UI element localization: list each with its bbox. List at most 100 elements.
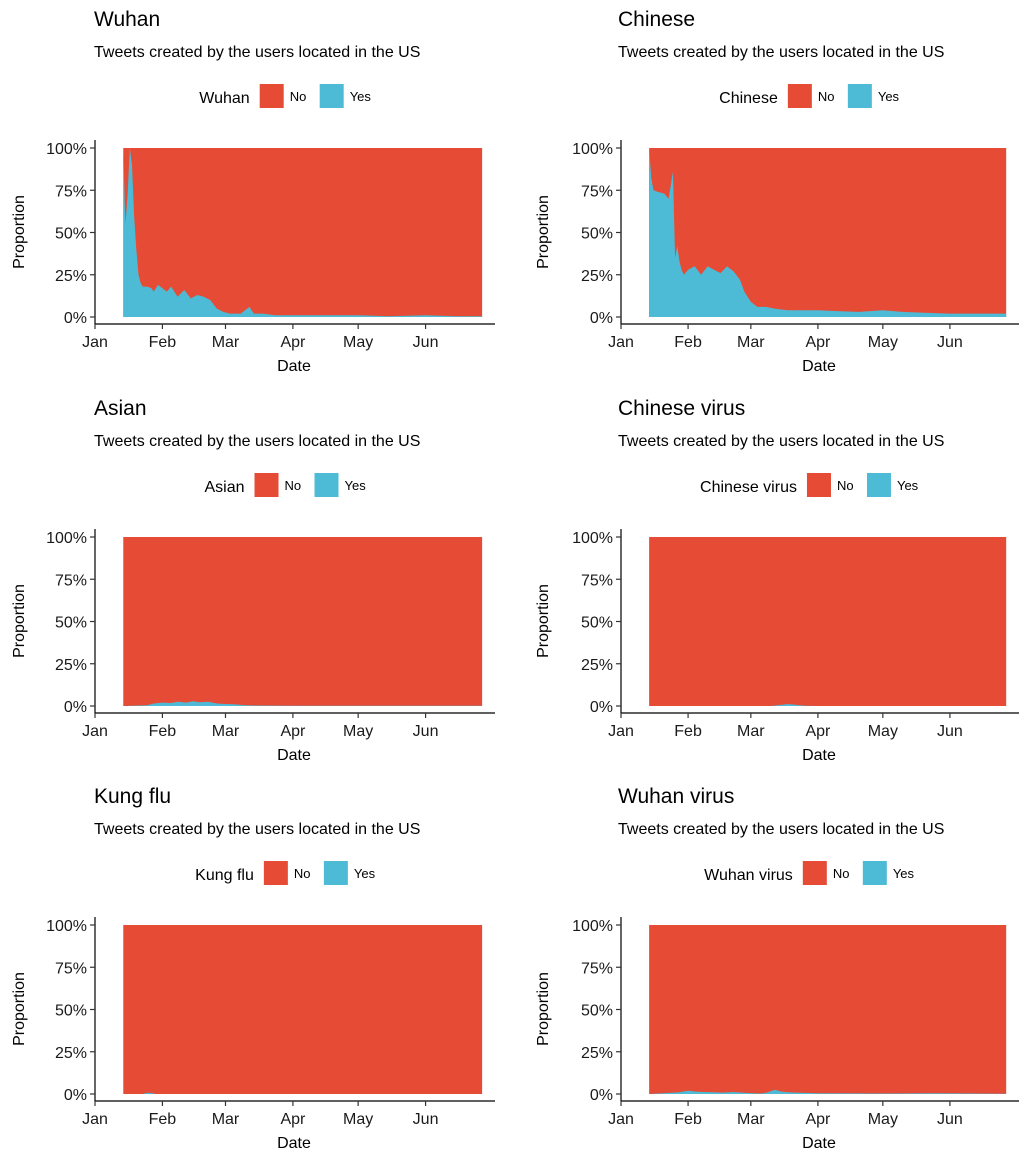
y-tick-label: 0%	[64, 1087, 87, 1104]
legend-label-yes: Yes	[350, 89, 372, 104]
y-axis-title: Proportion	[535, 584, 552, 658]
legend-label-no: No	[833, 866, 850, 881]
chart-subtitle: Tweets created by the users located in t…	[94, 44, 420, 61]
x-tick-label: Jan	[82, 334, 108, 351]
x-tick-label: Apr	[805, 1111, 831, 1128]
legend-title: Chinese virus	[700, 479, 797, 496]
x-tick-label: Mar	[737, 334, 765, 351]
legend-label-no: No	[818, 89, 835, 104]
y-tick-label: 50%	[581, 615, 613, 632]
x-tick-label: Jun	[937, 1111, 963, 1128]
x-tick-label: May	[868, 334, 898, 351]
chart-svg: Chinese Tweets created by the users locat…	[535, 8, 1019, 375]
legend-label-no: No	[285, 478, 302, 493]
area-no	[649, 925, 1007, 1094]
legend-swatch-no	[802, 861, 827, 885]
x-tick-label: Apr	[805, 723, 831, 740]
x-tick-label: Mar	[212, 1111, 240, 1128]
chart-title: Kung flu	[94, 785, 171, 808]
y-tick-label: 25%	[55, 268, 87, 285]
legend-label-yes: Yes	[878, 89, 900, 104]
x-axis-title: Date	[802, 1135, 836, 1152]
chart-title: Wuhan virus	[618, 785, 734, 808]
chart-title: Wuhan	[94, 8, 160, 31]
y-tick-label: 75%	[55, 572, 87, 589]
chart-panel-asian: Asian Tweets created by the users located…	[0, 389, 514, 774]
y-tick-label: 50%	[55, 615, 87, 632]
y-tick-label: 100%	[572, 141, 613, 158]
x-tick-label: Jan	[82, 723, 108, 740]
x-tick-label: Feb	[674, 1111, 702, 1128]
area-yes	[649, 148, 1007, 317]
chart-subtitle: Tweets created by the users located in t…	[618, 44, 944, 61]
y-tick-label: 0%	[590, 310, 613, 327]
x-tick-label: Jun	[413, 334, 439, 351]
y-tick-label: 0%	[590, 1087, 613, 1104]
y-tick-label: 0%	[64, 699, 87, 716]
x-tick-label: May	[343, 723, 373, 740]
legend-swatch-yes	[314, 473, 339, 497]
y-tick-label: 75%	[55, 183, 87, 200]
y-tick-label: 0%	[590, 699, 613, 716]
x-tick-label: Jan	[608, 1111, 634, 1128]
y-tick-label: 50%	[581, 1003, 613, 1020]
y-axis-title: Proportion	[11, 584, 28, 658]
x-tick-label: Feb	[149, 1111, 177, 1128]
y-tick-label: 25%	[581, 1045, 613, 1062]
x-tick-label: Apr	[805, 334, 831, 351]
legend-title: Wuhan virus	[704, 867, 793, 884]
legend-swatch-yes	[866, 473, 891, 497]
y-tick-label: 75%	[581, 960, 613, 977]
y-axis-title: Proportion	[11, 972, 28, 1046]
y-tick-label: 50%	[581, 226, 613, 243]
x-tick-label: Mar	[212, 334, 240, 351]
y-tick-label: 100%	[572, 530, 613, 547]
legend: Wuhan No Yes	[199, 84, 371, 108]
chart-subtitle: Tweets created by the users located in t…	[618, 821, 944, 838]
legend-title: Kung flu	[195, 867, 254, 884]
y-tick-label: 0%	[64, 310, 87, 327]
chart-title: Chinese	[618, 8, 695, 31]
legend: Wuhan virus No Yes	[704, 861, 915, 885]
chart-panel-wuhan-virus: Wuhan virus Tweets created by the users l…	[524, 777, 1029, 1162]
x-tick-label: May	[343, 1111, 373, 1128]
x-axis-title: Date	[277, 1135, 311, 1152]
x-tick-label: Mar	[737, 1111, 765, 1128]
x-tick-label: Jan	[82, 1111, 108, 1128]
legend-label-yes: Yes	[897, 478, 919, 493]
legend-swatch-no	[254, 473, 279, 497]
legend-swatch-no	[259, 84, 284, 108]
chart-svg: Wuhan Tweets created by the users located…	[11, 8, 495, 375]
x-tick-label: Mar	[737, 723, 765, 740]
x-tick-label: Feb	[674, 334, 702, 351]
y-tick-label: 25%	[55, 1045, 87, 1062]
y-tick-label: 100%	[572, 918, 613, 935]
chart-panel-chinese-virus: Chinese virus Tweets created by the users…	[524, 389, 1029, 774]
chart-title: Chinese virus	[618, 397, 745, 420]
chart-panel-chinese: Chinese Tweets created by the users locat…	[524, 0, 1029, 385]
legend-swatch-yes	[847, 84, 872, 108]
y-tick-label: 100%	[46, 918, 87, 935]
x-axis-title: Date	[277, 747, 311, 764]
y-tick-label: 25%	[581, 657, 613, 674]
x-tick-label: Mar	[212, 723, 240, 740]
x-tick-label: Jun	[937, 723, 963, 740]
legend: Chinese No Yes	[719, 84, 900, 108]
x-tick-label: Jun	[413, 723, 439, 740]
chart-svg: Asian Tweets created by the users located…	[11, 397, 495, 764]
area-yes	[123, 701, 483, 706]
legend-title: Chinese	[719, 90, 778, 107]
legend-title: Asian	[204, 479, 244, 496]
y-axis-title: Proportion	[11, 195, 28, 269]
legend-swatch-yes	[323, 861, 348, 885]
legend-swatch-no	[263, 861, 288, 885]
chart-svg: Wuhan virus Tweets created by the users l…	[535, 785, 1019, 1152]
y-tick-label: 50%	[55, 1003, 87, 1020]
y-tick-label: 75%	[55, 960, 87, 977]
legend-label-yes: Yes	[345, 478, 367, 493]
x-tick-label: Jun	[937, 334, 963, 351]
chart-panel-wuhan: Wuhan Tweets created by the users located…	[0, 0, 514, 385]
chart-subtitle: Tweets created by the users located in t…	[94, 821, 420, 838]
legend-label-yes: Yes	[893, 866, 915, 881]
legend-label-no: No	[837, 478, 854, 493]
